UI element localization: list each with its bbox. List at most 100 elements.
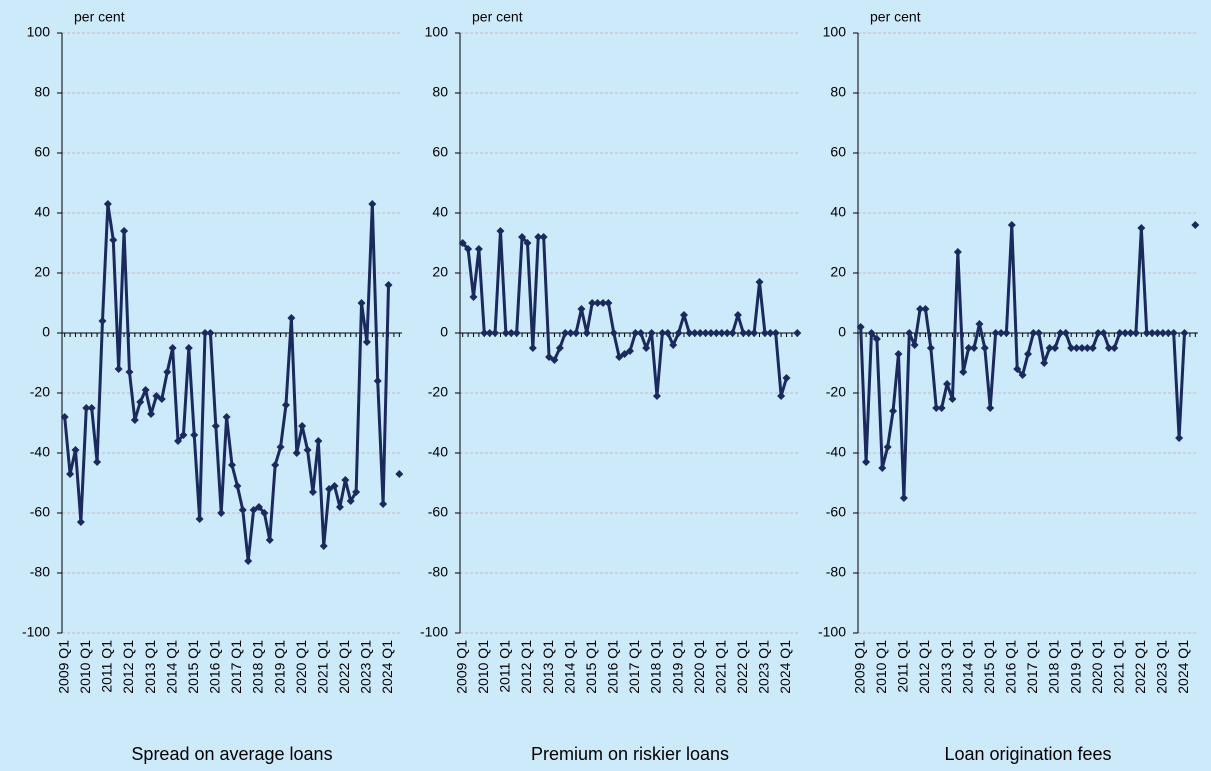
x-tick-label: 2013 Q1 — [938, 640, 954, 694]
marker — [604, 299, 613, 307]
marker — [1007, 221, 1016, 229]
marker — [1115, 329, 1124, 337]
marker — [1018, 371, 1027, 379]
chart-title: Premium on riskier loans — [531, 744, 729, 764]
x-tick-label: 2009 Q1 — [55, 640, 71, 694]
marker — [82, 404, 91, 412]
marker — [265, 536, 274, 544]
y-tick-label: -100 — [22, 624, 50, 640]
y-tick-label: -20 — [826, 384, 846, 400]
marker — [141, 386, 150, 394]
x-tick-label: 2014 Q1 — [959, 640, 975, 694]
marker — [330, 482, 339, 490]
marker — [341, 476, 350, 484]
marker — [658, 329, 667, 337]
marker — [991, 329, 1000, 337]
marker — [696, 329, 705, 337]
marker — [147, 410, 156, 418]
x-tick-label: 2024 Q1 — [379, 640, 395, 694]
marker — [1024, 350, 1032, 358]
marker — [921, 305, 930, 313]
marker — [233, 482, 242, 490]
y-tick-label: 0 — [42, 324, 50, 340]
marker — [179, 431, 188, 439]
marker — [1045, 344, 1054, 352]
y-tick-label: 40 — [34, 204, 50, 220]
marker — [319, 542, 328, 550]
marker — [905, 329, 914, 337]
marker — [228, 461, 236, 469]
marker — [384, 281, 393, 289]
marker — [464, 245, 473, 253]
marker — [1169, 329, 1178, 337]
x-tick-label: 2017 Q1 — [228, 640, 244, 694]
marker — [66, 470, 75, 478]
x-tick-label: 2015 Q1 — [185, 640, 201, 694]
marker — [458, 239, 467, 247]
marker — [793, 329, 802, 337]
marker — [298, 422, 307, 430]
marker — [867, 329, 876, 337]
marker — [959, 368, 968, 376]
x-tick-label: 2024 Q1 — [777, 640, 793, 694]
x-tick-label: 2022 Q1 — [1132, 640, 1148, 694]
marker — [512, 329, 521, 337]
y-tick-label: -80 — [428, 564, 448, 580]
marker — [168, 344, 177, 352]
x-tick-label: 2016 Q1 — [605, 640, 621, 694]
y-tick-label: 60 — [34, 144, 50, 160]
marker — [1104, 344, 1113, 352]
marker — [271, 461, 280, 469]
y-tick-label: -40 — [826, 444, 846, 460]
marker — [1056, 329, 1065, 337]
y-tick-label: -60 — [826, 504, 846, 520]
x-tick-label: 2016 Q1 — [207, 640, 223, 694]
y-tick-label: -100 — [818, 624, 846, 640]
marker — [926, 344, 935, 352]
marker — [469, 293, 478, 301]
marker — [910, 341, 919, 349]
marker — [136, 398, 145, 406]
x-tick-label: 2020 Q1 — [691, 640, 707, 694]
y-tick-label: 40 — [830, 204, 846, 220]
marker — [777, 392, 786, 400]
x-tick-label: 2013 Q1 — [540, 640, 556, 694]
y-tick-label: -80 — [826, 564, 846, 580]
y-tick-label: 40 — [432, 204, 448, 220]
marker — [314, 437, 323, 445]
x-tick-label: 2018 Q1 — [648, 640, 664, 694]
y-tick-label: 100 — [425, 24, 449, 40]
y-tick-label: 60 — [432, 144, 448, 160]
y-tick-label: 80 — [34, 84, 50, 100]
y-tick-label: -40 — [30, 444, 50, 460]
marker — [260, 509, 269, 517]
marker — [1077, 344, 1086, 352]
x-tick-label: 2010 Q1 — [475, 640, 491, 694]
marker — [244, 557, 253, 565]
y-tick-label: 0 — [838, 324, 846, 340]
marker — [588, 299, 597, 307]
x-tick-label: 2012 Q1 — [916, 640, 932, 694]
marker — [782, 374, 791, 382]
marker — [582, 329, 591, 337]
marker — [103, 200, 112, 208]
x-tick-label: 2014 Q1 — [163, 640, 179, 694]
y-tick-label: 20 — [432, 264, 448, 280]
marker — [352, 488, 361, 496]
x-tick-label: 2015 Q1 — [981, 640, 997, 694]
x-tick-label: 2019 Q1 — [1067, 640, 1083, 694]
marker — [254, 503, 263, 511]
marker — [125, 368, 134, 376]
marker — [87, 404, 96, 412]
marker — [953, 248, 962, 256]
marker — [706, 329, 715, 337]
line — [65, 204, 400, 561]
marker — [292, 449, 301, 457]
marker — [593, 299, 602, 307]
marker — [1034, 329, 1043, 337]
marker — [249, 506, 258, 514]
y-tick-label: -40 — [428, 444, 448, 460]
marker — [1137, 224, 1146, 232]
y-tick-label: 80 — [432, 84, 448, 100]
